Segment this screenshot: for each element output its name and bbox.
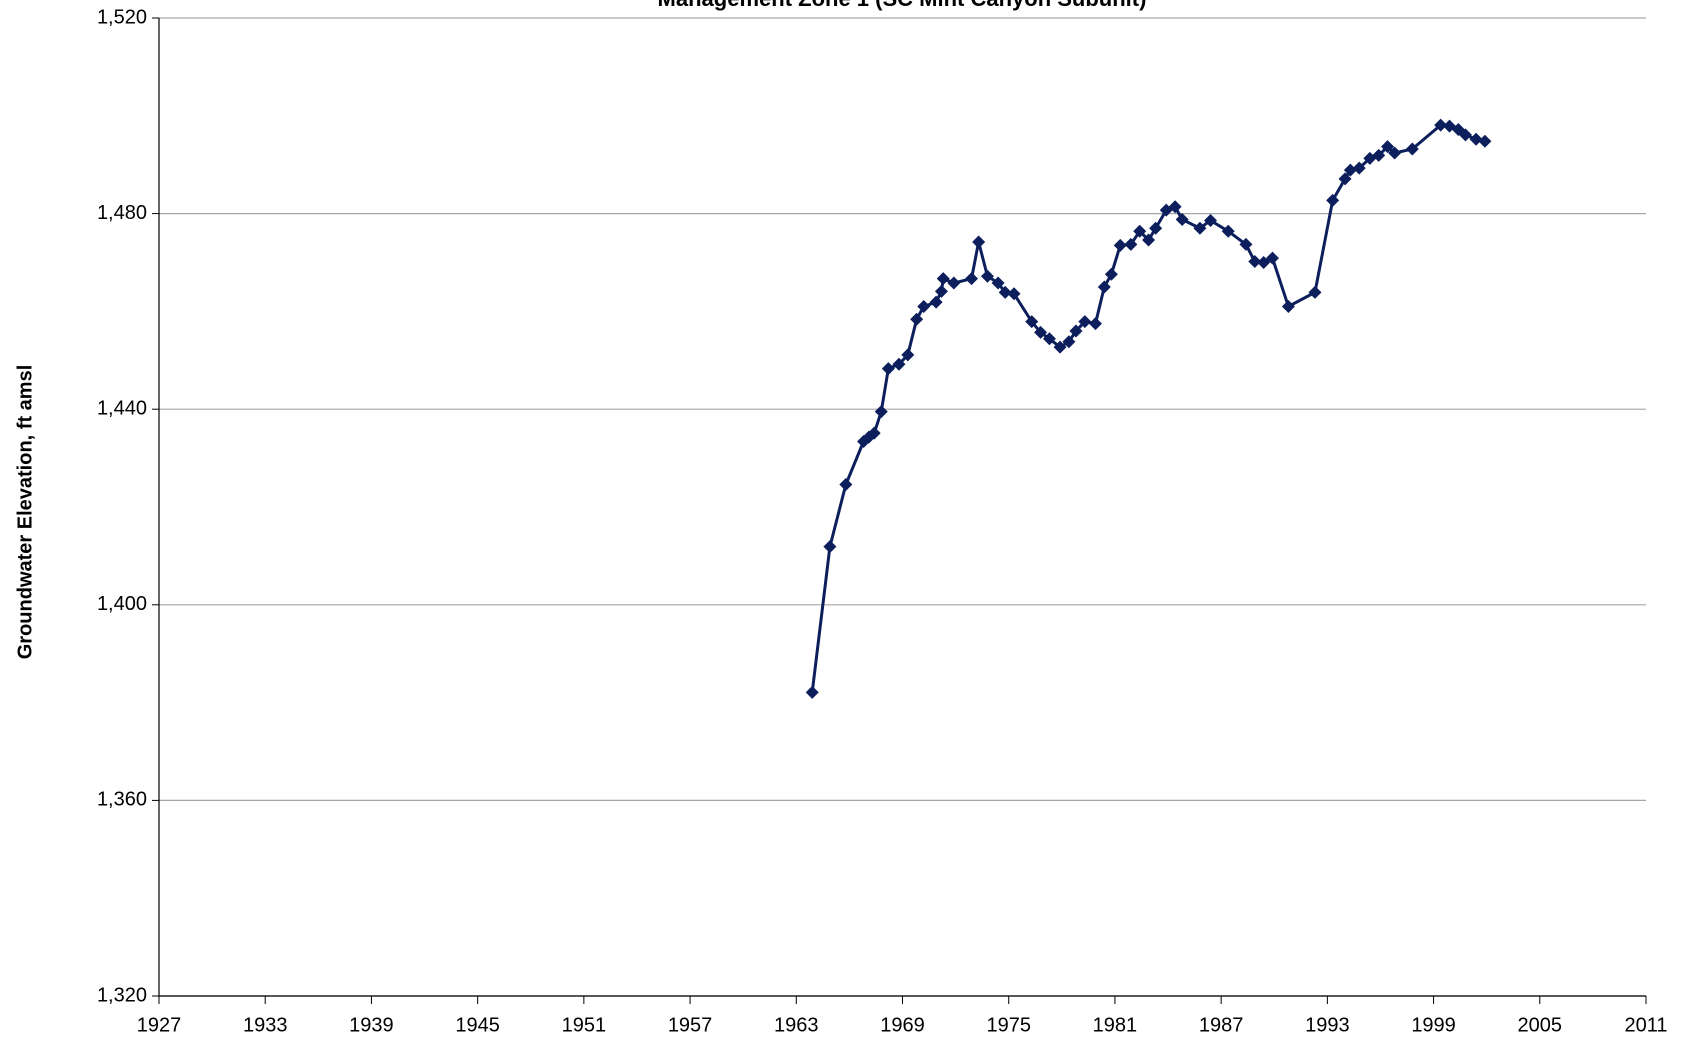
data-point: [1053, 340, 1067, 354]
data-point: [1062, 335, 1076, 349]
data-point: [1007, 287, 1021, 301]
data-point: [1257, 256, 1271, 269]
data-point: [1338, 172, 1352, 186]
x-tick-label: 2011: [1624, 1014, 1667, 1036]
data-point: [839, 478, 853, 492]
x-tick-label: 1951: [562, 1014, 607, 1036]
y-tick-label: 1,360: [97, 789, 147, 811]
data-point: [1478, 134, 1492, 148]
data-point: [1124, 237, 1138, 251]
x-tick-label: 1969: [880, 1014, 925, 1036]
x-tick-label: 1999: [1411, 1014, 1456, 1036]
data-point: [1175, 212, 1189, 226]
data-point: [910, 312, 924, 326]
x-tick-label: 1945: [455, 1014, 500, 1036]
data-point: [1372, 148, 1386, 162]
data-point: [1239, 237, 1253, 251]
data-point: [947, 276, 961, 290]
data-point: [1221, 224, 1235, 238]
data-point: [1069, 324, 1083, 338]
data-point: [1352, 161, 1366, 175]
data-point: [1204, 213, 1218, 227]
x-tick-label: 1927: [137, 1014, 182, 1036]
data-point: [1388, 146, 1402, 160]
data-point: [1025, 315, 1039, 329]
data-point: [1142, 233, 1156, 247]
x-tick-label: 1993: [1305, 1014, 1350, 1036]
x-tick-label: 1975: [986, 1014, 1031, 1036]
data-point: [1193, 221, 1207, 235]
x-tick-label: 1957: [668, 1014, 713, 1036]
x-tick-label: 1939: [349, 1014, 394, 1036]
x-tick-label: 1987: [1199, 1014, 1244, 1036]
data-point: [1265, 251, 1279, 265]
data-point: [1042, 332, 1056, 346]
data-point: [1343, 163, 1357, 177]
data-point: [1088, 317, 1102, 331]
y-axis-label: Groundwater Elevation, ft amsl: [14, 365, 36, 660]
chart-title: Management Zone 1 (SC Mint Canyon Subuni…: [658, 0, 1147, 11]
data-line: [810, 123, 1486, 693]
data-point: [917, 300, 931, 314]
data-point: [936, 272, 950, 286]
data-point: [1458, 128, 1472, 142]
data-point: [901, 348, 915, 362]
data-point: [892, 357, 906, 371]
data-point: [1248, 255, 1262, 269]
data-point: [991, 276, 1005, 290]
data-point: [1469, 132, 1483, 146]
data-point: [1113, 238, 1127, 252]
data-point: [1034, 325, 1048, 339]
x-tick-label: 1933: [243, 1014, 288, 1036]
data-point: [1281, 300, 1295, 314]
data-point: [934, 284, 948, 298]
data-point: [980, 269, 994, 283]
data-point: [1405, 142, 1419, 156]
y-tick-label: 1,480: [97, 202, 147, 224]
data-point: [1308, 285, 1322, 299]
data-point: [965, 272, 979, 286]
data-point: [929, 295, 943, 309]
y-tick-label: 1,440: [97, 397, 147, 419]
data-point: [1168, 200, 1182, 214]
x-tick-label: 1963: [774, 1014, 819, 1036]
data-point: [881, 362, 895, 376]
data-point: [1326, 193, 1340, 207]
data-point: [874, 405, 888, 419]
data-point: [805, 685, 819, 699]
y-tick-label: 1,320: [97, 984, 147, 1006]
x-tick-label: 2005: [1518, 1014, 1563, 1036]
data-point: [972, 235, 986, 249]
y-tick-label: 1,520: [97, 6, 147, 28]
data-point: [1149, 221, 1163, 235]
data-point: [998, 285, 1012, 299]
data-point: [1078, 315, 1092, 329]
data-point: [1133, 224, 1147, 238]
data-point: [867, 426, 881, 440]
data-point: [1381, 140, 1395, 154]
y-tick-label: 1,400: [97, 593, 147, 615]
data-point: [1097, 280, 1111, 294]
x-tick-label: 1981: [1093, 1014, 1138, 1036]
data-point: [1104, 267, 1118, 281]
data-point: [1434, 118, 1448, 132]
data-point: [823, 540, 837, 554]
